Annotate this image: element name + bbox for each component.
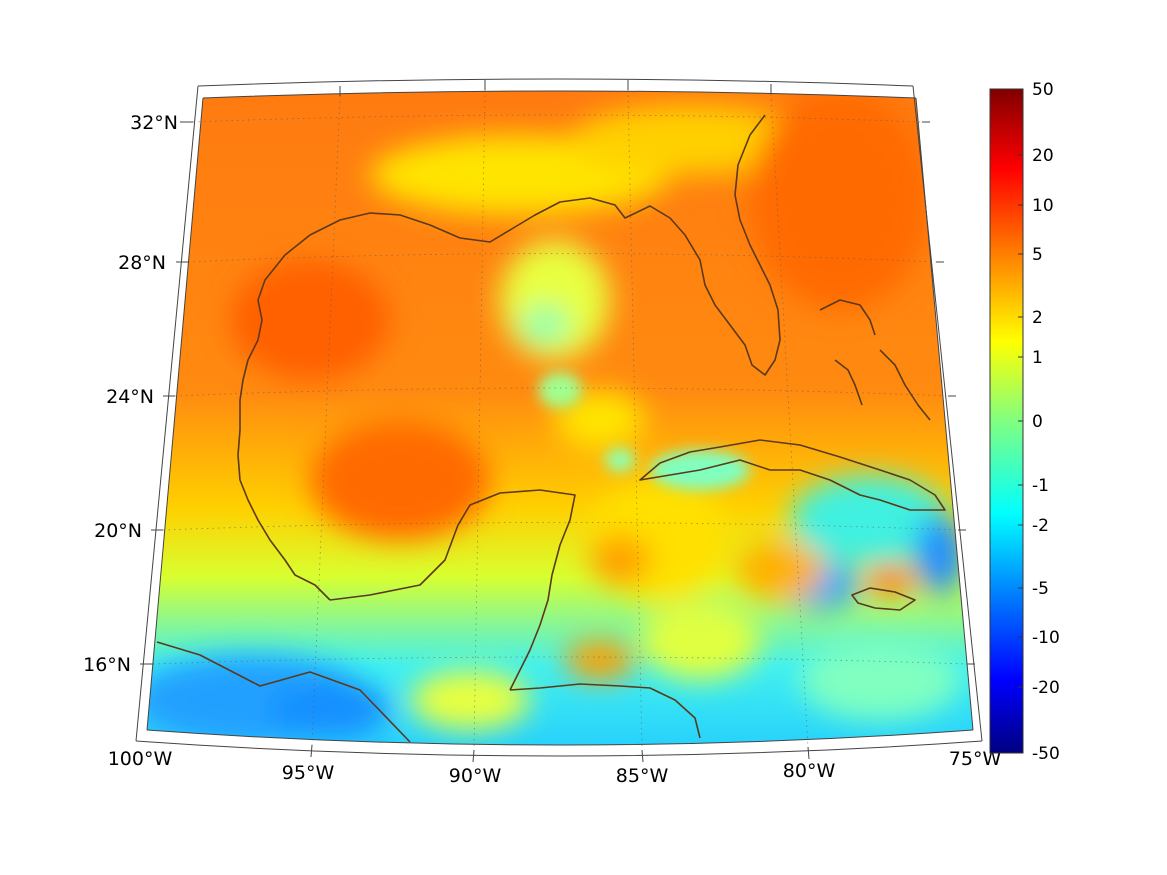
lat-label-24: 24°N — [106, 386, 154, 408]
graticule — [152, 89, 968, 751]
colorbar-tick-2: 2 — [1032, 308, 1043, 328]
lon-label-85: 85°W — [616, 765, 669, 787]
lat-label-28: 28°N — [118, 252, 166, 274]
colorbar-tick-5: 5 — [1032, 245, 1043, 265]
lon-label-100: 100°W — [108, 748, 173, 770]
coastline — [156, 114, 946, 743]
lat-label-32: 32°N — [130, 112, 178, 134]
map-frame — [135, 78, 983, 763]
colorbar-tick-neg50: -50 — [1032, 744, 1060, 764]
lon-label-75: 75°W — [949, 748, 1002, 770]
lon-label-95: 95°W — [282, 762, 335, 784]
latitude-labels: 32°N 28°N 24°N 20°N 16°N — [83, 112, 178, 676]
colorbar-tick-50: 50 — [1032, 80, 1054, 100]
colorbar: 50 20 10 5 2 1 0 -1 -2 -5 -10 -20 -50 — [989, 80, 1060, 764]
data-field — [147, 91, 973, 745]
colorbar-tick-neg2: -2 — [1032, 516, 1049, 536]
lon-label-80: 80°W — [783, 760, 836, 782]
colorbar-gradient — [989, 88, 1024, 754]
colorbar-tick-neg1: -1 — [1032, 476, 1049, 496]
colorbar-tick-0: 0 — [1032, 412, 1043, 432]
colorbar-tick-neg10: -10 — [1032, 628, 1060, 648]
lon-label-90: 90°W — [449, 765, 502, 787]
colorbar-tick-neg5: -5 — [1032, 579, 1049, 599]
colorbar-tick-1: 1 — [1032, 348, 1043, 368]
colorbar-tick-neg20: -20 — [1032, 678, 1060, 698]
colorbar-tick-20: 20 — [1032, 146, 1054, 166]
lat-label-20: 20°N — [94, 520, 142, 542]
lat-label-16: 16°N — [83, 654, 131, 676]
longitude-labels: 100°W 95°W 90°W 85°W 80°W 75°W — [108, 748, 1002, 787]
colorbar-tick-10: 10 — [1032, 196, 1054, 216]
